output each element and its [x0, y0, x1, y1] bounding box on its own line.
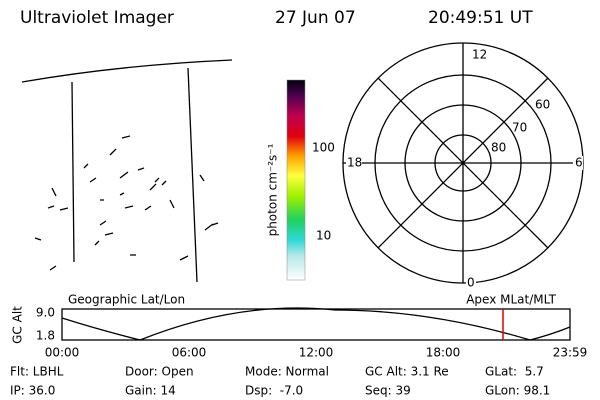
colorbar-label: photon cm⁻²s⁻¹ [266, 143, 280, 236]
timeline-title: Geographic Lat/Lon [68, 293, 185, 307]
x-label: 00:00 [45, 346, 80, 360]
status-field: GLat: 5.7 [485, 365, 544, 379]
polar-grid [342, 42, 584, 284]
timeline-title: Apex MLat/MLT [466, 293, 556, 307]
status-field: Dsp: -7.0 [245, 384, 303, 398]
timeline-box [61, 308, 571, 341]
status-field: Door: Open [125, 365, 194, 379]
y-label: 1.8 [36, 329, 55, 343]
hour-label: 18 [347, 156, 362, 170]
y-label: 9.0 [36, 306, 55, 320]
x-label: 23:59 [553, 346, 588, 360]
time: 20:49:51 UT [428, 8, 533, 28]
status-field: Flt: LBHL [10, 365, 64, 379]
status-field: GLon: 98.1 [485, 384, 550, 398]
status-field: IP: 36.0 [10, 384, 55, 398]
image-panel [21, 59, 233, 283]
x-label: 12:00 [299, 346, 334, 360]
status-field: Mode: Normal [245, 365, 329, 379]
date: 27 Jun 07 [275, 8, 356, 28]
lat-label: 70 [512, 121, 527, 135]
hour-label: 0 [467, 276, 475, 290]
lat-label: 60 [535, 98, 550, 112]
lat-label: 80 [491, 141, 506, 155]
x-label: 06:00 [172, 346, 207, 360]
hour-label: 6 [575, 156, 583, 170]
altitude-curve [61, 307, 571, 341]
status-field: Seq: 39 [365, 384, 411, 398]
axis-label: GC Alt [11, 306, 25, 344]
status-field: Gain: 14 [125, 384, 176, 398]
status-field: GC Alt: 3.1 Re [365, 365, 449, 379]
hour-label: 12 [472, 48, 487, 62]
title: Ultraviolet Imager [20, 8, 174, 28]
colorbar-tick: 100 [312, 141, 335, 155]
x-label: 18:00 [426, 346, 461, 360]
colorbar-tick: 10 [316, 229, 331, 243]
colorbar [286, 79, 306, 281]
